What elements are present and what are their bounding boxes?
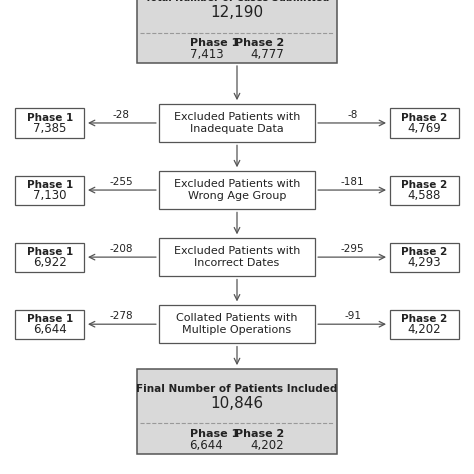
Text: Phase 1: Phase 1 xyxy=(190,429,239,439)
Text: Phase 2: Phase 2 xyxy=(401,180,447,190)
Text: Phase 2: Phase 2 xyxy=(401,314,447,324)
Text: 7,385: 7,385 xyxy=(33,122,66,135)
Text: 4,202: 4,202 xyxy=(251,439,284,452)
FancyBboxPatch shape xyxy=(16,175,84,205)
Text: 4,202: 4,202 xyxy=(408,323,441,336)
Text: Excluded Patients with
Inadequate Data: Excluded Patients with Inadequate Data xyxy=(174,112,300,134)
Text: Collated Patients with
Multiple Operations: Collated Patients with Multiple Operatio… xyxy=(176,313,298,335)
Text: 4,293: 4,293 xyxy=(408,256,441,269)
FancyBboxPatch shape xyxy=(16,310,84,339)
FancyBboxPatch shape xyxy=(137,369,337,454)
FancyBboxPatch shape xyxy=(159,305,315,343)
Text: -208: -208 xyxy=(109,244,133,254)
Text: Phase 2: Phase 2 xyxy=(401,113,447,123)
Text: 6,644: 6,644 xyxy=(33,323,67,336)
FancyBboxPatch shape xyxy=(390,243,459,272)
FancyBboxPatch shape xyxy=(390,109,459,137)
Text: 7,413: 7,413 xyxy=(190,48,223,61)
Text: -91: -91 xyxy=(344,311,361,321)
Text: -28: -28 xyxy=(113,110,130,120)
Text: Phase 1: Phase 1 xyxy=(190,38,239,48)
Text: 6,644: 6,644 xyxy=(190,439,223,452)
Text: Phase 1: Phase 1 xyxy=(27,180,73,190)
Text: Phase 1: Phase 1 xyxy=(27,113,73,123)
Text: 4,777: 4,777 xyxy=(251,48,284,61)
FancyBboxPatch shape xyxy=(16,109,84,137)
Text: Phase 2: Phase 2 xyxy=(235,429,284,439)
Text: Phase 1: Phase 1 xyxy=(27,247,73,257)
Text: Final Number of Patients Included: Final Number of Patients Included xyxy=(137,384,337,394)
Text: 4,588: 4,588 xyxy=(408,189,441,202)
Text: 10,846: 10,846 xyxy=(210,396,264,411)
Text: Phase 2: Phase 2 xyxy=(235,38,284,48)
Text: 4,769: 4,769 xyxy=(407,122,441,135)
Text: -295: -295 xyxy=(341,244,365,254)
Text: -255: -255 xyxy=(109,177,133,187)
Text: -181: -181 xyxy=(341,177,365,187)
FancyBboxPatch shape xyxy=(159,171,315,209)
FancyBboxPatch shape xyxy=(16,243,84,272)
Text: Excluded Patients with
Wrong Age Group: Excluded Patients with Wrong Age Group xyxy=(174,179,300,201)
Text: Phase 2: Phase 2 xyxy=(401,247,447,257)
Text: 6,922: 6,922 xyxy=(33,256,67,269)
Text: -8: -8 xyxy=(347,110,358,120)
Text: Phase 1: Phase 1 xyxy=(27,314,73,324)
Text: 12,190: 12,190 xyxy=(210,5,264,19)
FancyBboxPatch shape xyxy=(390,310,459,339)
Text: Total Number of Cases Submitted: Total Number of Cases Submitted xyxy=(145,0,329,3)
FancyBboxPatch shape xyxy=(137,0,337,63)
FancyBboxPatch shape xyxy=(159,104,315,142)
Text: -278: -278 xyxy=(109,311,133,321)
Text: 7,130: 7,130 xyxy=(33,189,66,202)
FancyBboxPatch shape xyxy=(390,175,459,205)
Text: Excluded Patients with
Incorrect Dates: Excluded Patients with Incorrect Dates xyxy=(174,246,300,268)
FancyBboxPatch shape xyxy=(159,238,315,276)
